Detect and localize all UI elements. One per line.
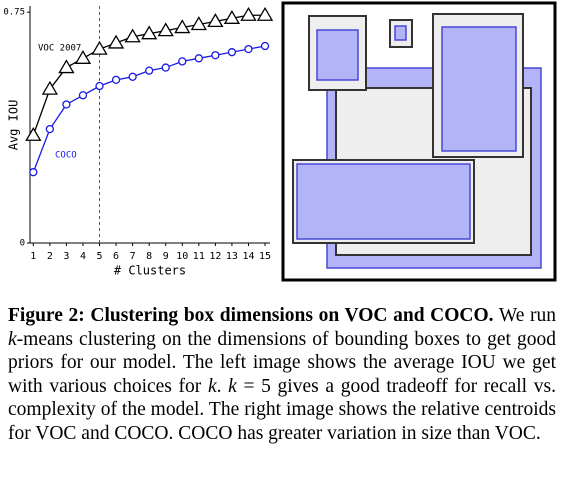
y-axis-label: Avg IOU — [7, 100, 21, 151]
series-label: VOC 2007 — [38, 44, 81, 54]
marker — [157, 22, 174, 37]
x-tick-label: 7 — [130, 251, 136, 262]
marker — [107, 34, 125, 49]
x-tick-label: 5 — [97, 251, 103, 262]
marker — [260, 41, 270, 51]
marker — [78, 91, 88, 100]
marker — [29, 168, 38, 177]
x-tick-label: 3 — [63, 251, 69, 262]
coco-box — [296, 163, 471, 240]
marker — [45, 124, 55, 134]
x-tick-label: 6 — [113, 251, 119, 262]
marker — [178, 57, 187, 66]
coco-box — [394, 25, 407, 41]
y-tick-label: 0.75 — [3, 8, 25, 18]
marker — [58, 59, 75, 74]
centroid-diagram — [281, 1, 557, 282]
caption-label: Figure 2: — [8, 305, 85, 326]
caption-text: = 5 gives a good tradeoff for recall vs.… — [8, 375, 556, 444]
marker — [190, 16, 207, 31]
marker — [25, 126, 42, 141]
marker — [256, 6, 274, 21]
x-axis-label: # Clusters — [114, 264, 186, 278]
marker — [124, 28, 141, 43]
x-tick-label: 15 — [259, 251, 271, 262]
caption-text: k — [228, 375, 237, 397]
marker — [74, 50, 92, 64]
caption-title: Clustering box dimensions on VOC and COC… — [90, 305, 494, 326]
marker — [194, 54, 203, 63]
marker — [174, 19, 191, 34]
caption-text: k — [207, 375, 217, 397]
marker — [128, 72, 137, 81]
marker — [62, 100, 71, 109]
marker — [161, 63, 170, 72]
caption-text: -means clustering on the dimensions of b… — [8, 328, 556, 397]
x-tick-label: 1 — [30, 251, 36, 262]
x-tick-label: 11 — [193, 251, 205, 262]
caption-text: . — [216, 375, 229, 397]
caption-text: k — [8, 328, 17, 350]
x-tick-label: 2 — [47, 251, 53, 262]
x-tick-label: 12 — [209, 251, 221, 262]
marker — [141, 25, 158, 40]
marker — [240, 6, 257, 21]
marker — [145, 66, 154, 75]
marker — [207, 13, 224, 28]
marker — [41, 80, 58, 95]
x-tick-label: 14 — [242, 251, 254, 262]
marker — [227, 48, 237, 57]
marker — [111, 75, 121, 85]
caption-text: We run — [498, 305, 556, 326]
marker — [91, 40, 108, 55]
figure: Avg IOU # Clusters 00.751 2 3 4 5 6 7 8 9 10 11 12 1… — [3, 1, 557, 282]
marker — [211, 51, 220, 60]
coco-box — [316, 29, 359, 81]
x-tick-label: 13 — [226, 251, 238, 262]
marker — [244, 44, 253, 54]
x-tick-label: 10 — [176, 251, 188, 262]
marker — [223, 10, 241, 24]
series-label: COCO — [55, 151, 77, 161]
coco-box — [441, 26, 517, 152]
x-tick-label: 8 — [146, 251, 152, 262]
y-tick-label: 0 — [20, 239, 25, 249]
marker — [95, 81, 104, 91]
x-tick-label: 9 — [163, 251, 169, 262]
caption: Figure 2: Clustering box dimensions on V… — [8, 304, 556, 445]
x-tick-label: 4 — [80, 251, 86, 262]
